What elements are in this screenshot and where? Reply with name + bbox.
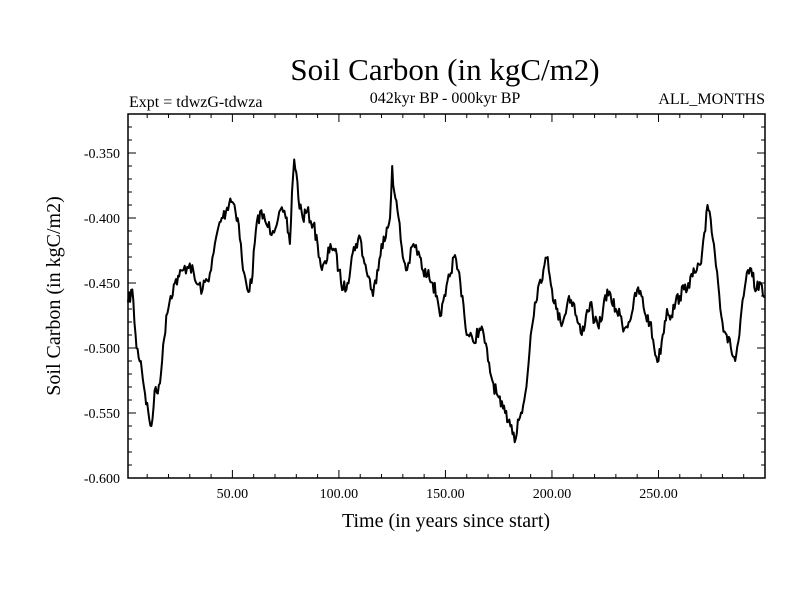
chart-title: Soil Carbon (in kgC/m2) xyxy=(290,52,599,87)
x-tick-label: 200.00 xyxy=(533,487,572,502)
x-axis-label: Time (in years since start) xyxy=(342,510,550,532)
months-label: ALL_MONTHS xyxy=(658,91,765,108)
y-tick-label: -0.600 xyxy=(84,472,120,487)
experiment-label: Expt = tdwzG-tdwza xyxy=(129,94,262,111)
period-label: 042kyr BP - 000kyr BP xyxy=(370,90,521,107)
x-tick-label: 50.00 xyxy=(217,487,249,502)
y-tick-labels: -0.600 -0.550 -0.500 -0.450 -0.400 -0.350 xyxy=(84,147,120,487)
y-tick-label: -0.450 xyxy=(84,277,120,292)
y-tick-label: -0.550 xyxy=(84,407,120,422)
x-tick-label: 100.00 xyxy=(320,487,359,502)
series-line xyxy=(127,158,766,444)
y-tick-label: -0.350 xyxy=(84,147,120,162)
axis-ticks xyxy=(128,114,765,478)
plot-frame xyxy=(127,113,766,479)
x-tick-label: 250.00 xyxy=(639,487,678,502)
y-axis-label: Soil Carbon (in kgC/m2) xyxy=(43,196,65,395)
y-tick-label: -0.400 xyxy=(84,212,120,227)
y-tick-label: -0.500 xyxy=(84,342,120,357)
x-tick-label: 150.00 xyxy=(426,487,465,502)
x-tick-labels: 50.00 100.00 150.00 200.00 250.00 xyxy=(217,487,678,502)
